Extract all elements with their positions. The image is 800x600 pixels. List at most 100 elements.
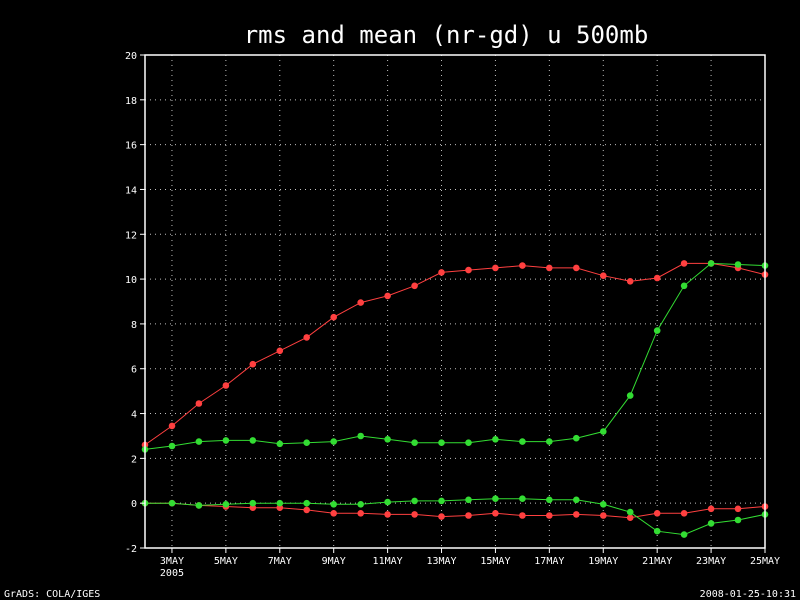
data-point [249, 360, 257, 368]
data-point [438, 497, 445, 505]
x-tick-label: 15MAY [480, 556, 510, 567]
data-point [600, 428, 607, 435]
data-point [492, 510, 499, 517]
plot-frame [144, 54, 766, 549]
data-point [519, 262, 526, 269]
data-point [411, 497, 418, 505]
data-point [492, 495, 499, 503]
data-point [707, 260, 715, 267]
data-point [492, 436, 499, 443]
x-tick-label: 25MAY [750, 556, 780, 567]
data-point [411, 511, 418, 518]
data-point [384, 436, 391, 443]
data-point [465, 266, 472, 274]
y-tick-label: 16 [125, 141, 137, 152]
data-point [573, 434, 580, 442]
y-tick-label: 18 [125, 96, 137, 107]
x-tick-sublabel: 2005 [160, 568, 184, 579]
data-point [546, 496, 553, 504]
data-point [195, 400, 203, 407]
data-point [734, 261, 742, 268]
data-point [195, 502, 203, 509]
data-point [222, 501, 230, 508]
data-point [707, 520, 715, 527]
data-point [438, 269, 445, 276]
data-point [384, 292, 391, 300]
y-tick-label: 4 [131, 410, 137, 421]
x-tick-label: 13MAY [426, 556, 456, 567]
data-point [519, 438, 526, 445]
data-point [249, 437, 257, 444]
y-tick-label: 10 [125, 275, 137, 286]
data-point [600, 501, 607, 508]
series-line-2 [144, 262, 766, 450]
data-point [680, 531, 688, 538]
y-tick-label: 8 [131, 320, 137, 331]
data-point [734, 505, 742, 513]
y-tick-label: 14 [125, 185, 137, 196]
chart-title: rms and mean (nr-gd) u 500mb [244, 21, 649, 49]
grid [145, 55, 765, 548]
series-group [141, 260, 769, 538]
series-line-4 [145, 498, 766, 536]
data-point [653, 527, 661, 535]
x-tick-label: 9MAY [322, 556, 346, 567]
data-point [680, 510, 688, 517]
data-point [357, 510, 365, 517]
x-tick-label: 3MAY [160, 556, 184, 567]
data-point [411, 282, 418, 290]
data-point [222, 437, 230, 444]
data-point [330, 501, 338, 508]
data-point [465, 439, 472, 447]
data-point [357, 501, 365, 508]
data-point [653, 327, 661, 334]
data-point [573, 264, 580, 272]
data-point [438, 513, 445, 520]
data-point [276, 499, 284, 507]
data-point [303, 506, 311, 514]
data-point [465, 512, 472, 519]
x-tick-label: 5MAY [214, 556, 238, 567]
data-point [222, 382, 230, 389]
data-point [168, 442, 176, 450]
data-point [653, 274, 661, 282]
data-point [680, 282, 688, 290]
x-tick-label: 11MAY [373, 556, 403, 567]
data-point [626, 514, 634, 521]
data-point [546, 438, 553, 445]
data-point [600, 512, 607, 519]
data-point [600, 272, 607, 280]
data-point [168, 499, 176, 507]
data-point [626, 392, 634, 399]
x-tick-label: 23MAY [696, 556, 726, 567]
data-point [707, 505, 715, 513]
data-point [573, 496, 580, 504]
data-point [168, 422, 176, 430]
data-point [519, 512, 526, 519]
footer-left: GrADS: COLA/IGES [4, 589, 100, 600]
footer-right: 2008-01-25-10:31 [700, 589, 796, 600]
data-point [357, 432, 365, 440]
series-line-1 [144, 262, 766, 446]
y-tick-label: 0 [131, 499, 137, 510]
data-point [573, 511, 580, 518]
data-point [734, 516, 742, 524]
data-point [411, 439, 418, 447]
data-point [330, 313, 338, 321]
data-point [249, 499, 257, 507]
y-tick-label: 6 [131, 365, 137, 376]
data-point [492, 264, 499, 272]
data-point [680, 260, 688, 267]
data-point [546, 512, 553, 519]
data-point [384, 511, 391, 518]
data-point [546, 264, 553, 272]
series-line-3 [145, 502, 766, 519]
x-tick-label: 21MAY [642, 556, 672, 567]
data-point [330, 438, 338, 445]
data-point [330, 510, 338, 517]
data-point [357, 299, 365, 306]
x-tick-label: 19MAY [588, 556, 618, 567]
